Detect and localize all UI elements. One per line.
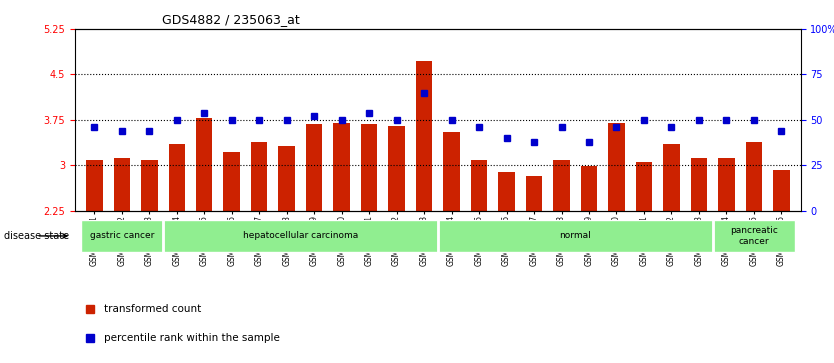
Bar <box>113 158 130 211</box>
Text: transformed count: transformed count <box>104 303 201 314</box>
Bar <box>636 162 652 211</box>
Bar <box>746 142 762 211</box>
Text: hepatocellular carcinoma: hepatocellular carcinoma <box>243 232 358 240</box>
Bar <box>553 160 570 211</box>
FancyBboxPatch shape <box>438 220 713 252</box>
Text: disease state: disease state <box>3 231 69 241</box>
Text: GDS4882 / 235063_at: GDS4882 / 235063_at <box>162 13 300 26</box>
Bar <box>773 170 790 211</box>
Bar <box>279 146 295 211</box>
Text: percentile rank within the sample: percentile rank within the sample <box>104 333 280 343</box>
Bar <box>361 124 377 211</box>
FancyBboxPatch shape <box>713 220 795 252</box>
Bar <box>444 132 460 211</box>
Bar <box>306 124 323 211</box>
Bar <box>663 144 680 211</box>
Bar <box>196 118 213 211</box>
Bar <box>471 160 487 211</box>
Bar <box>389 126 404 211</box>
Bar <box>224 152 240 211</box>
Bar <box>86 160 103 211</box>
Text: normal: normal <box>560 232 591 240</box>
Bar <box>525 176 542 211</box>
Bar <box>416 61 432 211</box>
Bar <box>168 144 185 211</box>
Text: gastric cancer: gastric cancer <box>89 232 154 240</box>
Bar <box>334 123 350 211</box>
Bar <box>691 158 707 211</box>
Text: pancreatic
cancer: pancreatic cancer <box>730 226 778 246</box>
Bar <box>580 166 597 211</box>
FancyBboxPatch shape <box>163 220 438 252</box>
Bar <box>718 158 735 211</box>
Bar <box>498 172 515 211</box>
FancyBboxPatch shape <box>81 220 163 252</box>
Bar <box>251 142 268 211</box>
Bar <box>608 123 625 211</box>
Bar <box>141 160 158 211</box>
